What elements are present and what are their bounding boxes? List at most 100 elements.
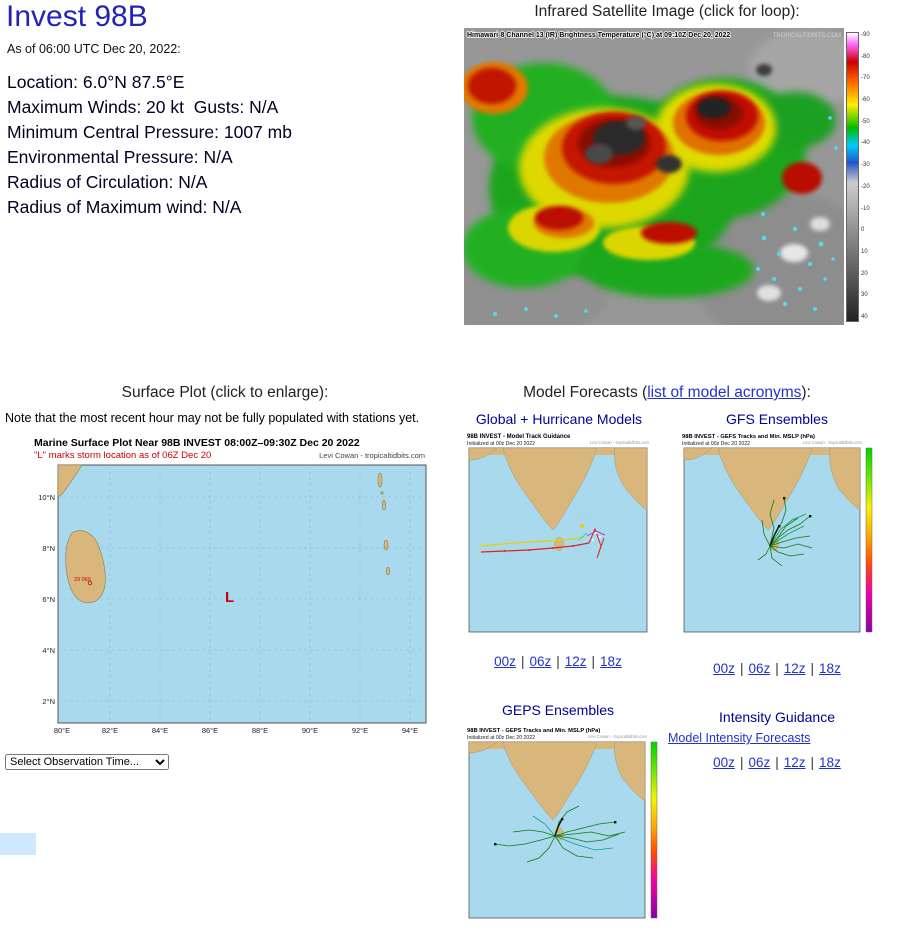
storm-stats: Location: 6.0°N 87.5°E Maximum Winds: 20…	[7, 70, 292, 220]
model-forecasts-heading-post: ):	[801, 384, 811, 401]
run-link-18z[interactable]: 18z	[600, 654, 622, 669]
mslp-colorbar	[650, 741, 658, 919]
model-track-run-links: 00z | 06z | 12z | 18z	[463, 654, 653, 669]
global-models-heading: Global + Hurricane Models	[475, 411, 643, 427]
svg-text:10°N: 10°N	[38, 493, 55, 502]
model-track-guidance-map[interactable]: 98B INVEST - Model Track Guidance Levi C…	[463, 430, 653, 638]
satellite-image-title: Himawari-8 Channel 13 (IR) Brightness Te…	[467, 31, 730, 39]
svg-text:4°N: 4°N	[42, 646, 55, 655]
colorbar-tick: -90	[861, 32, 870, 38]
as-of-timestamp: As of 06:00 UTC Dec 20, 2022:	[7, 42, 181, 56]
svg-text:2°N: 2°N	[42, 697, 55, 706]
svg-text:82°E: 82°E	[102, 726, 118, 735]
svg-text:80°E: 80°E	[54, 726, 70, 735]
colorbar-tick: 30	[861, 292, 868, 299]
gefs-map-credit: Levi Cowan - tropicaltidbits.com	[803, 440, 863, 445]
model-intensity-forecasts-link[interactable]: Model Intensity Forecasts	[668, 731, 811, 745]
surface-plot-note: Note that the most recent hour may not b…	[5, 411, 420, 425]
run-link-06z[interactable]: 06z	[529, 654, 552, 669]
stat-env-pressure: Environmental Pressure: N/A	[7, 147, 233, 167]
geps-map-credit: Levi Cowan - tropicaltidbits.com	[588, 734, 648, 739]
run-link-12z[interactable]: 12z	[564, 654, 587, 669]
gefs-ensembles-map[interactable]: 98B INVEST - GEFS Tracks and Min. MSLP (…	[678, 430, 876, 638]
surface-plot-map[interactable]: Marine Surface Plot Near 98B INVEST 08:0…	[28, 435, 431, 750]
intensity-link-wrap: Model Intensity Forecasts	[668, 731, 888, 745]
model-forecasts-heading: Model Forecasts (list of model acronyms)…	[464, 384, 870, 402]
run-link-00z[interactable]: 00z	[494, 654, 516, 669]
run-link-00z[interactable]: 00z	[713, 661, 735, 676]
track-map-credit: Levi Cowan - tropicaltidbits.com	[590, 440, 650, 445]
colorbar-tick: -30	[861, 162, 870, 169]
separator: |	[520, 654, 525, 669]
run-link-12z[interactable]: 12z	[783, 755, 806, 770]
colorbar-tick: -60	[861, 97, 870, 104]
svg-text:84°E: 84°E	[152, 726, 168, 735]
colorbar-tick: -70	[861, 75, 870, 82]
colorbar-tick: 20	[861, 270, 868, 277]
separator: |	[775, 661, 779, 676]
ir-cloud-blobs	[464, 30, 844, 325]
surface-lon-labels: 80°E 82°E 84°E 86°E 88°E 90°E 92°E 94°E	[54, 726, 418, 735]
gfs-ensembles-heading: GFS Ensembles	[726, 411, 828, 427]
geps-ensembles-map[interactable]: 98B INVEST - GEPS Tracks and Min. MSLP (…	[463, 724, 661, 924]
ensemble-tracks	[757, 497, 813, 567]
satellite-image[interactable]: Himawari-8 Channel 13 (IR) Brightness Te…	[464, 28, 844, 325]
track-endpoints	[494, 818, 617, 846]
satellite-heading: Infrared Satellite Image (click for loop…	[534, 3, 800, 20]
storm-location-marker: L	[225, 589, 234, 606]
satellite-colorbar: -90 -80 -70 -60 -50 -40 -30 -20 -10 0 10…	[846, 32, 870, 322]
surface-lat-labels: 10°N 8°N 6°N 4°N 2°N	[38, 493, 55, 706]
run-link-18z[interactable]: 18z	[819, 755, 841, 770]
svg-text:6°N: 6°N	[42, 595, 55, 604]
separator: |	[810, 661, 815, 676]
run-link-06z[interactable]: 06z	[748, 661, 771, 676]
colorbar-labels: -90 -80 -70 -60 -50 -40 -30 -20 -10 0 10…	[861, 32, 870, 320]
surface-map-title: Marine Surface Plot Near 98B INVEST 08:0…	[34, 437, 360, 449]
separator: |	[810, 755, 815, 770]
model-tracks	[478, 524, 606, 559]
map-land	[683, 447, 861, 551]
surface-map-credit: Levi Cowan - tropicaltidbits.com	[319, 451, 425, 460]
model-forecasts-heading-pre: Model Forecasts (	[523, 384, 648, 401]
map-land	[468, 741, 646, 841]
run-link-18z[interactable]: 18z	[819, 661, 841, 676]
stat-max-winds: Maximum Winds: 20 kt Gusts: N/A	[7, 97, 279, 117]
gefs-run-links: 00z | 06z | 12z | 18z	[678, 661, 876, 676]
colorbar-tick: -80	[861, 53, 870, 60]
geps-map-title: 98B INVEST - GEPS Tracks and Min. MSLP (…	[467, 728, 600, 734]
surface-map-ocean	[57, 464, 427, 724]
track-map-title: 98B INVEST - Model Track Guidance	[467, 434, 571, 440]
page-fragment	[0, 833, 36, 855]
svg-text:94°E: 94°E	[402, 726, 418, 735]
track-endpoints	[778, 497, 812, 528]
station-label: 29 060	[74, 577, 91, 583]
svg-text:86°E: 86°E	[202, 726, 218, 735]
colorbar-tick: 0	[861, 227, 865, 234]
separator: |	[591, 654, 596, 669]
track-map-init: Initialized at 00z Dec 20 2022	[467, 441, 535, 447]
geps-ensembles-heading: GEPS Ensembles	[501, 702, 615, 718]
run-link-00z[interactable]: 00z	[713, 755, 735, 770]
svg-text:8°N: 8°N	[42, 544, 55, 553]
surface-plot-heading: Surface Plot (click to enlarge):	[121, 384, 329, 401]
separator: |	[556, 654, 560, 669]
svg-text:90°E: 90°E	[302, 726, 318, 735]
mslp-colorbar	[865, 447, 873, 633]
stat-location: Location: 6.0°N 87.5°E	[7, 72, 185, 92]
surface-station-plot: 29 060	[74, 577, 93, 586]
run-link-12z[interactable]: 12z	[783, 661, 806, 676]
page-title: Invest 98B	[6, 0, 148, 33]
surface-map-subtitle: "L" marks storm location as of 06Z Dec 2…	[34, 450, 211, 461]
satellite-panel: Himawari-8 Channel 13 (IR) Brightness Te…	[464, 28, 870, 325]
colorbar-tick: -20	[861, 183, 870, 190]
stat-radius-circulation: Radius of Circulation: N/A	[7, 172, 208, 192]
geps-map-init: Initialized at 00z Dec 20 2022	[467, 735, 535, 741]
model-acronyms-link[interactable]: list of model acronyms	[647, 384, 802, 401]
colorbar-tick: -10	[861, 205, 870, 212]
observation-time-select[interactable]: Select Observation Time...	[5, 754, 169, 770]
separator: |	[739, 661, 744, 676]
svg-text:88°E: 88°E	[252, 726, 268, 735]
gefs-map-title: 98B INVEST - GEFS Tracks and Min. MSLP (…	[682, 434, 815, 440]
run-link-06z[interactable]: 06z	[748, 755, 771, 770]
ensemble-tracks	[494, 805, 626, 863]
